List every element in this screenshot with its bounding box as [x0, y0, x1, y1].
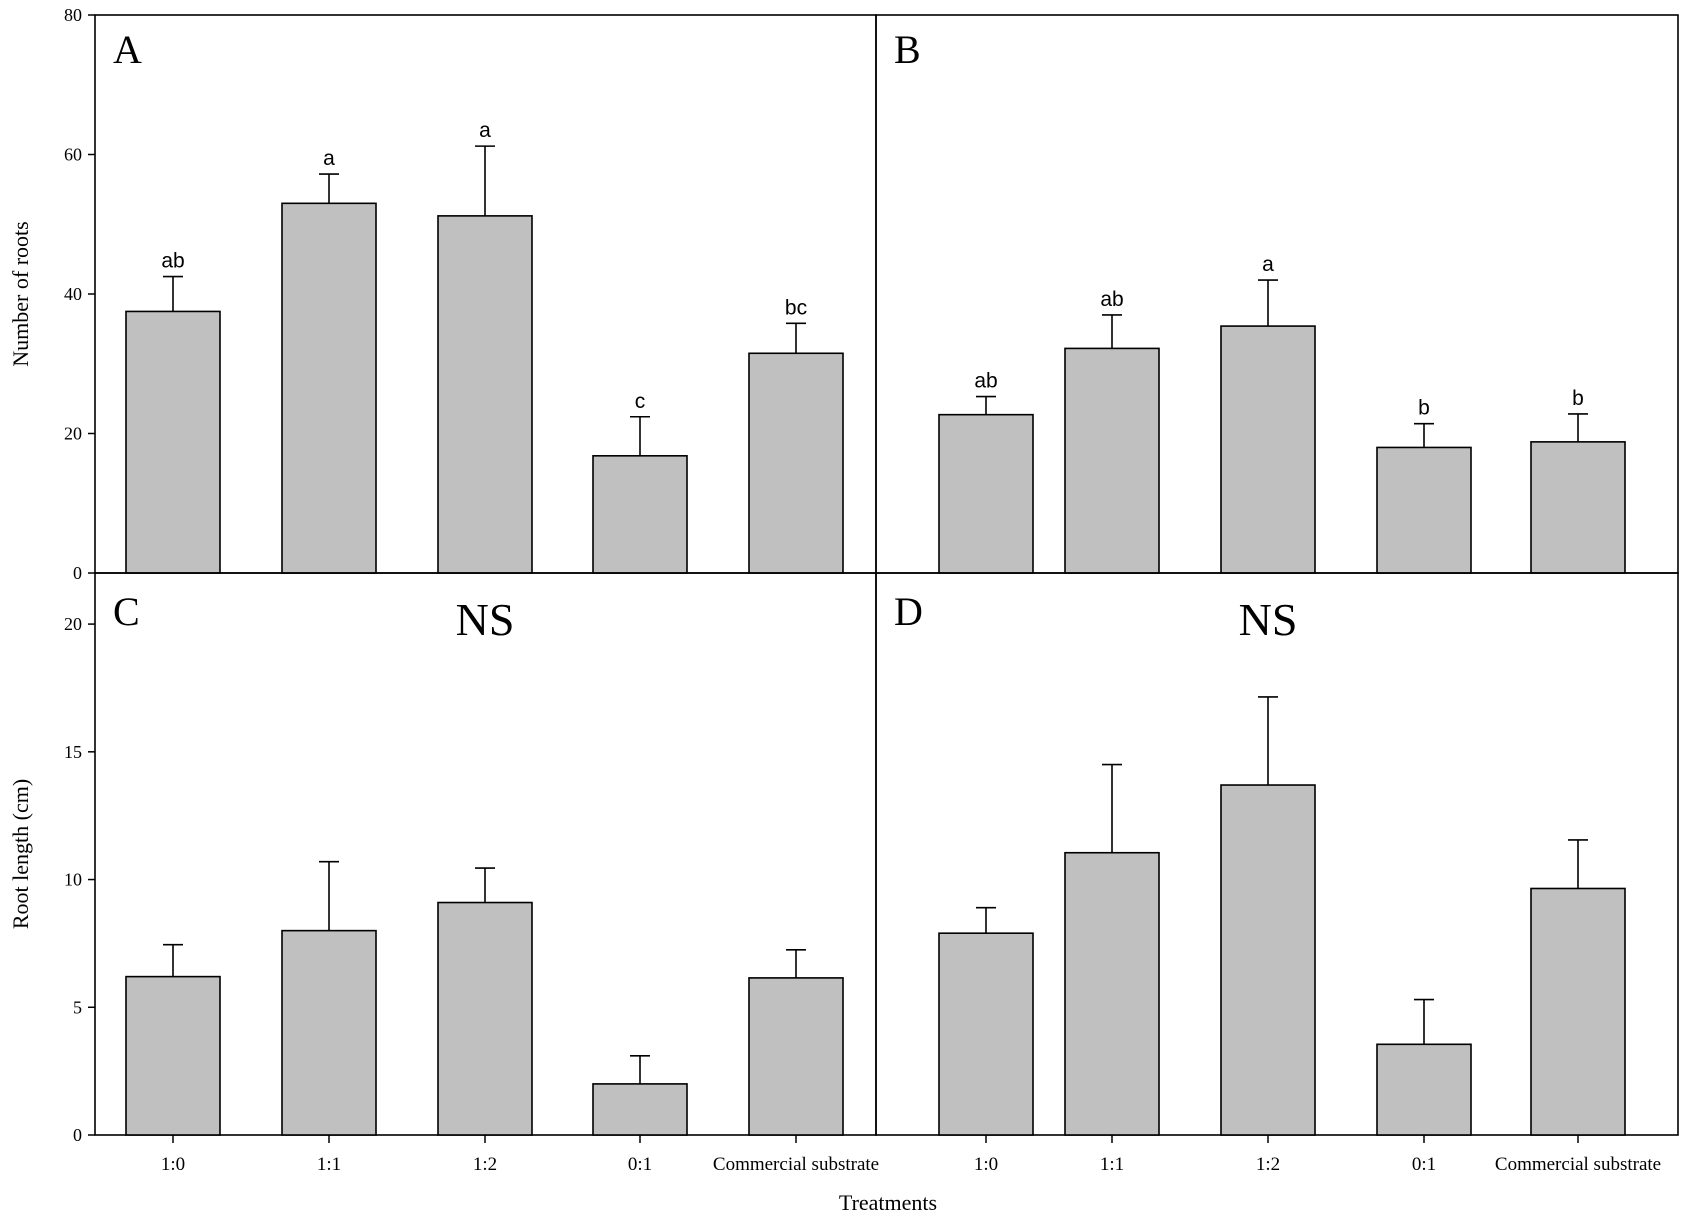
panel-a-letter: A — [113, 27, 142, 72]
panel-c-y-axis-label: Root length (cm) — [8, 779, 33, 929]
panel-c-xtick-label: 1:0 — [161, 1154, 185, 1175]
panel-c-annotation: NS — [456, 594, 515, 645]
panel-c-bar — [748, 977, 844, 1136]
panel-d-xtick-label: 0:1 — [1412, 1154, 1436, 1175]
panel-d-bar — [1220, 784, 1316, 1136]
panel-c-xtick-label: 0:1 — [628, 1154, 652, 1175]
panel-b-sig-letter: ab — [1100, 288, 1123, 311]
panel-d-xtick-label: Commercial substrate — [1495, 1154, 1661, 1175]
panel-c-xtick-label: 1:2 — [473, 1154, 497, 1175]
panel-c-letter: C — [113, 589, 140, 634]
panel-b-sig-letter: ab — [974, 370, 997, 393]
panel-a-ytick-label: 0 — [73, 563, 82, 583]
panel-c-ytick-label: 15 — [64, 742, 82, 762]
panel-d-xtick-label: 1:2 — [1256, 1154, 1280, 1175]
panel-d-letter: D — [894, 589, 923, 634]
panel-a-bar — [125, 310, 221, 574]
panel-c-ytick-label: 5 — [73, 997, 82, 1017]
panel-a-sig-letter: ab — [161, 250, 184, 273]
panel-c-ytick-label: 10 — [64, 870, 82, 890]
panel-c-bar — [592, 1083, 688, 1136]
panel-c-bar — [437, 901, 533, 1136]
panel-a-sig-letter: a — [479, 119, 491, 142]
panel-a-sig-letter: a — [323, 147, 335, 170]
panel-b-letter: B — [894, 27, 921, 72]
panel-d-bar — [1376, 1043, 1472, 1136]
panel-b-bar — [1220, 325, 1316, 574]
panel-a-y-axis-label: Number of roots — [8, 221, 33, 366]
panel-a-ytick-label: 40 — [64, 284, 82, 304]
panel-a-sig-letter: c — [635, 390, 646, 413]
panel-a-ytick-label: 20 — [64, 424, 82, 444]
panel-b-bar — [1064, 347, 1160, 574]
panel-b-bar — [1530, 441, 1626, 574]
panel-c-bar — [125, 975, 221, 1136]
panel-b-sig-letter: b — [1572, 387, 1584, 410]
panel-c-ytick-label: 0 — [73, 1125, 82, 1145]
x-axis-title: Treatments — [839, 1190, 937, 1215]
panel-d-xtick-label: 1:0 — [974, 1154, 998, 1175]
panel-d-bar — [938, 932, 1034, 1136]
panel-b-bar — [938, 413, 1034, 574]
panel-a-bar — [437, 215, 533, 574]
panel-c-xtick-label: 1:1 — [317, 1154, 341, 1175]
panel-a-ytick-label: 60 — [64, 145, 82, 165]
panel-c-bar — [281, 929, 377, 1136]
panel-a-ytick-label: 80 — [64, 5, 82, 25]
panel-c-ytick-label: 20 — [64, 614, 82, 634]
panel-d-xtick-label: 1:1 — [1100, 1154, 1124, 1175]
panel-a-sig-letter: bc — [785, 296, 807, 319]
panel-b-bar — [1376, 446, 1472, 574]
panel-d-bar — [1064, 851, 1160, 1136]
panel-d-bar — [1530, 887, 1626, 1136]
panel-a-bar — [281, 202, 377, 574]
panel-c-xtick-label: Commercial substrate — [713, 1154, 879, 1175]
panel-d-annotation: NS — [1239, 594, 1298, 645]
panel-b-sig-letter: b — [1418, 397, 1430, 420]
panel-b-sig-letter: a — [1262, 253, 1274, 276]
panel-a-bar — [748, 352, 844, 574]
panel-a-bar — [592, 455, 688, 574]
